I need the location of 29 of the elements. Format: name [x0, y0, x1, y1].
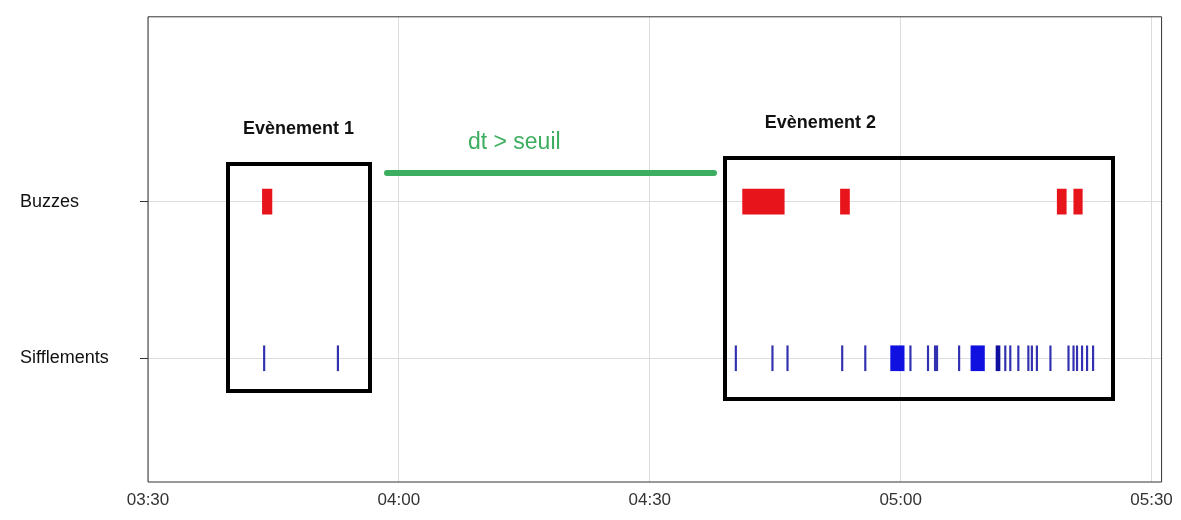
y-tick-label: Buzzes — [20, 190, 80, 211]
bar — [1004, 345, 1007, 372]
bar — [1067, 345, 1070, 372]
bar — [1009, 345, 1012, 372]
x-tick-label: 03:30 — [126, 489, 170, 509]
bar — [890, 345, 905, 372]
bar — [909, 345, 912, 372]
x-tick-label: 04:00 — [377, 489, 421, 509]
bar — [841, 345, 844, 372]
annotation: Evènement 2 — [764, 111, 876, 133]
bar — [864, 345, 867, 372]
bar — [933, 345, 939, 372]
bar — [1092, 345, 1095, 372]
x-tick-label: 05:00 — [879, 489, 922, 509]
bar — [1035, 345, 1038, 372]
bar — [1049, 345, 1052, 372]
bar — [1072, 345, 1075, 372]
bar — [926, 345, 930, 372]
annotation: Evènement 1 — [243, 117, 355, 139]
bar — [1080, 345, 1084, 372]
bar — [1075, 345, 1079, 372]
annotation: dt > seuil — [467, 127, 561, 155]
x-tick-label: 05:30 — [1130, 489, 1173, 509]
y-tick-label: Sifflements — [20, 347, 109, 368]
bar — [970, 345, 985, 372]
bar — [958, 345, 961, 372]
bar — [1085, 345, 1089, 372]
x-tick-label: 04:30 — [628, 489, 672, 509]
bar — [1017, 345, 1020, 372]
